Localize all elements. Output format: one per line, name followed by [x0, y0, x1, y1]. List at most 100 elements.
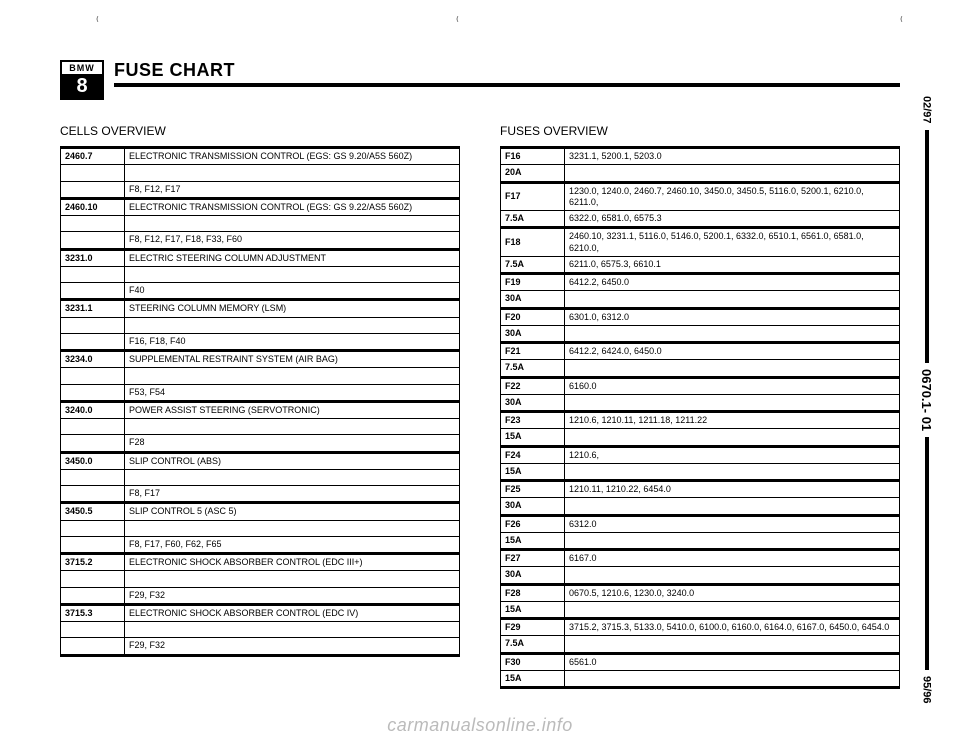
table-row: F171230.0, 1240.0, 2460.7, 2460.10, 3450… [501, 182, 900, 211]
logo-brand: BMW [60, 60, 104, 76]
fuse-key: F17 [501, 182, 565, 211]
side-doc-number: 0670.1- 01 [919, 369, 934, 431]
cell-key [61, 638, 125, 655]
cell-key: 3240.0 [61, 401, 125, 418]
table-row: F196412.2, 6450.0 [501, 274, 900, 291]
table-row: 7.5A [501, 360, 900, 377]
table-row: 30A [501, 291, 900, 308]
table-row: F8, F17, F60, F62, F65 [61, 536, 460, 553]
table-row: F280670.5, 1210.6, 1230.0, 3240.0 [501, 584, 900, 601]
registration-mark: ₍ [900, 10, 903, 24]
cell-value [125, 520, 460, 536]
fuse-key: 15A [501, 429, 565, 446]
fuse-value: 6211.0, 6575.3, 6610.1 [565, 256, 900, 273]
cell-value: POWER ASSIST STEERING (SERVOTRONIC) [125, 401, 460, 418]
fuse-value [565, 394, 900, 411]
bmw-8-logo: BMW 8 [60, 60, 104, 100]
fuse-value: 6167.0 [565, 550, 900, 567]
cell-key [61, 622, 125, 638]
table-row: 15A [501, 601, 900, 618]
fuse-key: 30A [501, 498, 565, 515]
cell-value: F28 [125, 435, 460, 452]
table-row: 7.5A [501, 636, 900, 653]
fuse-key: 7.5A [501, 256, 565, 273]
cell-value: F40 [125, 283, 460, 300]
cell-value: F29, F32 [125, 638, 460, 655]
table-row: 15A [501, 532, 900, 549]
fuse-value [565, 291, 900, 308]
table-row: 3234.0SUPPLEMENTAL RESTRAINT SYSTEM (AIR… [61, 351, 460, 368]
table-row: F8, F17 [61, 486, 460, 503]
table-row: 2460.10ELECTRONIC TRANSMISSION CONTROL (… [61, 198, 460, 215]
table-row: F293715.2, 3715.3, 5133.0, 5410.0, 6100.… [501, 619, 900, 636]
cell-value [125, 216, 460, 232]
table-row: 30A [501, 567, 900, 584]
table-row: F306561.0 [501, 653, 900, 670]
logo-model: 8 [60, 76, 104, 100]
title-rule [114, 83, 900, 87]
cell-value: STEERING COLUMN MEMORY (LSM) [125, 300, 460, 317]
fuse-key: F18 [501, 228, 565, 257]
fuse-key: F26 [501, 515, 565, 532]
content-row: CELLS OVERVIEW 2460.7ELECTRONIC TRANSMIS… [60, 124, 900, 689]
table-row: F266312.0 [501, 515, 900, 532]
table-row: 15A [501, 463, 900, 480]
table-row: F276167.0 [501, 550, 900, 567]
table-row: F40 [61, 283, 460, 300]
fuses-column: FUSES OVERVIEW F163231.1, 5200.1, 5203.0… [500, 124, 900, 689]
cell-key: 3715.2 [61, 554, 125, 571]
fuse-value: 6412.2, 6450.0 [565, 274, 900, 291]
table-row: F206301.0, 6312.0 [501, 308, 900, 325]
fuse-value: 0670.5, 1210.6, 1230.0, 3240.0 [565, 584, 900, 601]
cell-value: F53, F54 [125, 384, 460, 401]
registration-mark: ₍ [456, 10, 459, 24]
fuses-table: F163231.1, 5200.1, 5203.020A F171230.0, … [500, 146, 900, 689]
fuse-key: 20A [501, 165, 565, 182]
fuse-value [565, 670, 900, 687]
cell-key [61, 232, 125, 249]
cell-key: 3231.1 [61, 300, 125, 317]
table-row: F29, F32 [61, 587, 460, 604]
fuse-key: F28 [501, 584, 565, 601]
fuse-key: F24 [501, 446, 565, 463]
cell-value [125, 368, 460, 384]
fuse-value: 1210.11, 1210.22, 6454.0 [565, 481, 900, 498]
cell-value [125, 165, 460, 181]
side-labels: 02/97 0670.1- 01 95/96 [919, 96, 934, 704]
table-row: F16, F18, F40 [61, 333, 460, 350]
fuse-value [565, 532, 900, 549]
fuse-key: F16 [501, 148, 565, 165]
cell-key [61, 333, 125, 350]
table-row: F226160.0 [501, 377, 900, 394]
table-row [61, 368, 460, 384]
table-row [61, 520, 460, 536]
cell-key [61, 536, 125, 553]
cell-key [61, 520, 125, 536]
cell-key [61, 469, 125, 485]
fuse-value: 1230.0, 1240.0, 2460.7, 2460.10, 3450.0,… [565, 182, 900, 211]
fuse-key: 7.5A [501, 360, 565, 377]
fuse-key: F30 [501, 653, 565, 670]
table-row: 15A [501, 670, 900, 687]
table-row: F216412.2, 6424.0, 6450.0 [501, 343, 900, 360]
fuse-key: 7.5A [501, 636, 565, 653]
cell-value [125, 469, 460, 485]
table-row: F182460.10, 3231.1, 5116.0, 5146.0, 5200… [501, 228, 900, 257]
table-row: 30A [501, 394, 900, 411]
fuse-value: 6312.0 [565, 515, 900, 532]
fuse-key: F27 [501, 550, 565, 567]
cell-value: F8, F12, F17, F18, F33, F60 [125, 232, 460, 249]
table-row: 30A [501, 325, 900, 342]
table-row: 3240.0POWER ASSIST STEERING (SERVOTRONIC… [61, 401, 460, 418]
table-row [61, 571, 460, 587]
fuse-key: 30A [501, 325, 565, 342]
fuse-value [565, 567, 900, 584]
fuse-key: 30A [501, 394, 565, 411]
table-row [61, 317, 460, 333]
cell-key [61, 266, 125, 282]
fuse-value: 6561.0 [565, 653, 900, 670]
table-row: F8, F12, F17 [61, 181, 460, 198]
fuse-key: F22 [501, 377, 565, 394]
cell-value: SLIP CONTROL 5 (ASC 5) [125, 503, 460, 520]
cell-key [61, 165, 125, 181]
